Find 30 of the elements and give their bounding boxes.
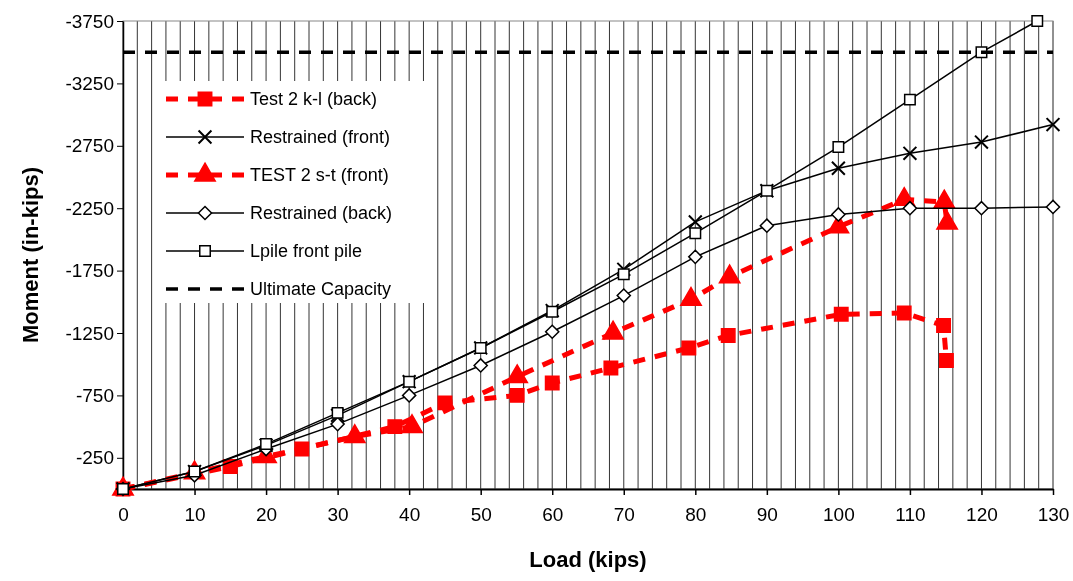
x-tick-label: 30 (327, 503, 349, 525)
x-tick-label: 40 (399, 503, 421, 525)
y-tick-label: -3750 (65, 10, 114, 32)
legend-label: Restrained (front) (250, 127, 391, 148)
y-tick-label: -1250 (65, 322, 114, 344)
legend-label: Lpile front pile (250, 241, 363, 262)
y-tick-label: -2250 (65, 197, 114, 219)
legend-label: Restrained (back) (250, 203, 393, 224)
y-tick-label: -750 (75, 384, 114, 406)
y-axis-title: Moment (in-kips) (18, 167, 43, 343)
x-tick-label: 10 (184, 503, 206, 525)
x-tick-label: 100 (823, 503, 855, 525)
x-tick-label: 80 (685, 503, 707, 525)
x-tick-label: 120 (966, 503, 998, 525)
legend-label: TEST 2 s-t (front) (250, 165, 389, 186)
y-tick-label: -2750 (65, 135, 114, 157)
y-tick-label: -1750 (65, 260, 114, 282)
x-axis-title: Load (kips) (529, 547, 647, 572)
legend-label: Ultimate Capacity (250, 279, 392, 300)
x-tick-label: 130 (1037, 503, 1070, 525)
x-tick-label: 0 (118, 503, 129, 525)
x-tick-label: 20 (256, 503, 278, 525)
x-tick-label: 110 (895, 503, 926, 525)
x-tick-label: 50 (470, 503, 492, 525)
y-tick-label: -250 (75, 447, 114, 469)
legend-label: Test 2 k-l (back) (250, 89, 378, 110)
y-tick-label: -3250 (65, 72, 114, 94)
x-tick-label: 60 (542, 503, 564, 525)
x-tick-label: 90 (756, 503, 778, 525)
x-tick-label: 70 (613, 503, 635, 525)
